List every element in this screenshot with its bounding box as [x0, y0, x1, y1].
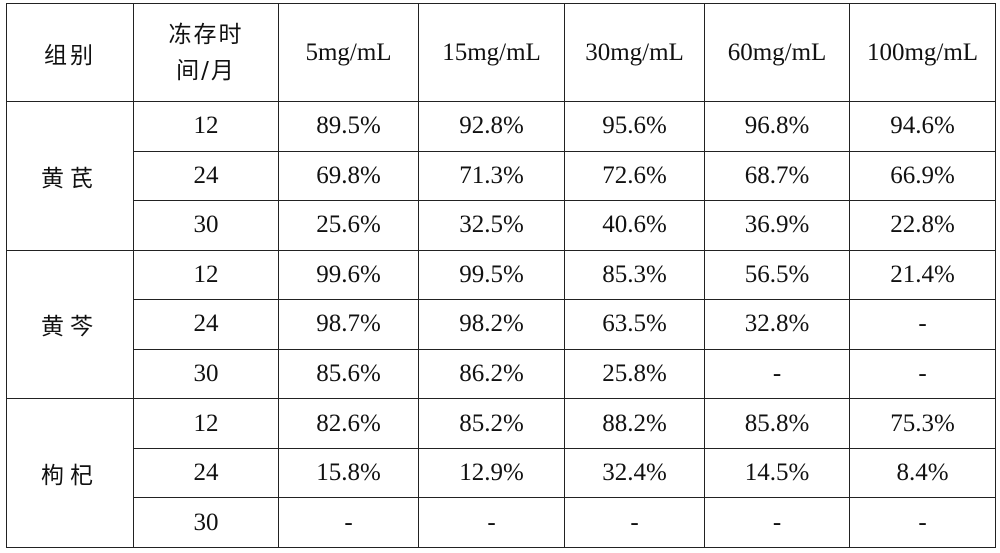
value-cell: 68.7% — [704, 150, 850, 202]
table-row: 24 69.8% 71.3% 72.6% 68.7% 66.9% — [7, 150, 996, 202]
value-cell: 8.4% — [849, 447, 996, 499]
value-cell: 15.8% — [278, 447, 419, 499]
value-cell: 12.9% — [418, 447, 565, 499]
table-row: 30 25.6% 32.5% 40.6% 36.9% 22.8% — [7, 200, 996, 251]
value-cell: 75.3% — [849, 398, 996, 449]
value-cell: 85.2% — [418, 398, 565, 449]
value-cell: 32.4% — [564, 447, 705, 499]
value-cell: 85.3% — [564, 249, 705, 301]
value-cell: - — [278, 497, 419, 548]
value-cell: 56.5% — [704, 249, 850, 301]
value-cell: 98.7% — [278, 299, 419, 350]
value-cell: 85.8% — [704, 398, 850, 449]
value-cell: - — [849, 348, 996, 400]
value-cell: 86.2% — [418, 348, 565, 400]
value-cell: 99.5% — [418, 249, 565, 301]
table-row: 黄芪 12 89.5% 92.8% 95.6% 96.8% 94.6% — [6, 101, 996, 251]
value-cell: 88.2% — [564, 398, 705, 449]
table-row: 24 98.7% 98.2% 63.5% 32.8% - — [7, 299, 996, 350]
header-group: 组别 — [6, 3, 134, 102]
value-cell: 95.6% — [564, 101, 705, 152]
value-cell: 96.8% — [704, 101, 850, 152]
value-cell: 36.9% — [704, 200, 850, 251]
viability-table: 组别 冻存时间/月 5mg/mL 15mg/mL 30mg/mL 60mg/mL… — [6, 3, 996, 548]
value-cell: 63.5% — [564, 299, 705, 350]
month-cell: 24 — [133, 299, 279, 350]
month-cell: 24 — [133, 447, 279, 499]
value-cell: 66.9% — [849, 150, 996, 202]
value-cell: - — [418, 497, 565, 548]
header-storage-time-line1: 冻存时 — [168, 21, 244, 48]
value-cell: 25.8% — [564, 348, 705, 400]
month-cell: 30 — [133, 497, 279, 548]
value-cell: 71.3% — [418, 150, 565, 202]
value-cell: 40.6% — [564, 200, 705, 251]
value-cell: 82.6% — [278, 398, 419, 449]
value-cell: 14.5% — [704, 447, 850, 499]
value-cell: 32.5% — [418, 200, 565, 251]
month-cell: 12 — [133, 249, 279, 301]
value-cell: - — [564, 497, 705, 548]
month-cell: 12 — [133, 398, 279, 449]
header-row: 组别 冻存时间/月 5mg/mL 15mg/mL 30mg/mL 60mg/mL… — [6, 3, 996, 102]
value-cell: 72.6% — [564, 150, 705, 202]
value-cell: - — [849, 497, 996, 548]
month-cell: 30 — [133, 348, 279, 400]
header-conc-100: 100mg/mL — [849, 3, 996, 102]
group-name-cell: 黄芩 — [6, 249, 134, 400]
header-conc-60: 60mg/mL — [704, 3, 850, 102]
group-name-cell: 黄芪 — [6, 101, 134, 251]
group-name-cell: 枸杞 — [6, 398, 134, 548]
value-cell: 98.2% — [418, 299, 565, 350]
value-cell: 85.6% — [278, 348, 419, 400]
value-cell: 21.4% — [849, 249, 996, 301]
value-cell: 25.6% — [278, 200, 419, 251]
table-row: 枸杞 12 82.6% 85.2% 88.2% 85.8% 75.3% — [6, 398, 996, 548]
value-cell: 92.8% — [418, 101, 565, 152]
header-storage-time-line2: 间/月 — [176, 57, 236, 84]
header-conc-5: 5mg/mL — [278, 3, 419, 102]
value-cell: 22.8% — [849, 200, 996, 251]
value-cell: 94.6% — [849, 101, 996, 152]
value-cell: - — [849, 299, 996, 350]
month-cell: 24 — [133, 150, 279, 202]
table-row: 30 85.6% 86.2% 25.8% - - — [7, 348, 996, 400]
value-cell: - — [704, 348, 850, 400]
table-row: 黄芩 12 99.6% 99.5% 85.3% 56.5% 21.4% — [6, 249, 996, 400]
header-conc-30: 30mg/mL — [564, 3, 705, 102]
value-cell: - — [704, 497, 850, 548]
month-cell: 12 — [133, 101, 279, 152]
header-storage-time: 冻存时间/月 — [133, 3, 279, 102]
value-cell: 69.8% — [278, 150, 419, 202]
month-cell: 30 — [133, 200, 279, 251]
value-cell: 99.6% — [278, 249, 419, 301]
table-row: 24 15.8% 12.9% 32.4% 14.5% 8.4% — [7, 447, 996, 499]
value-cell: 32.8% — [704, 299, 850, 350]
header-conc-15: 15mg/mL — [418, 3, 565, 102]
table-row: 30 - - - - - — [7, 497, 996, 548]
value-cell: 89.5% — [278, 101, 419, 152]
